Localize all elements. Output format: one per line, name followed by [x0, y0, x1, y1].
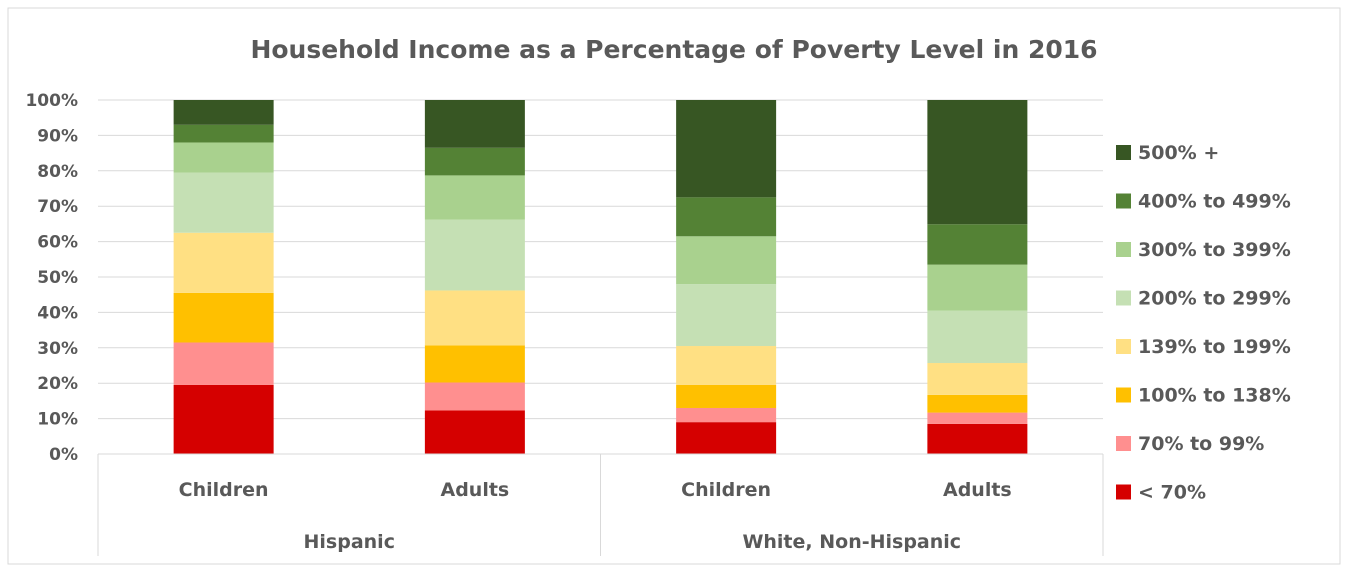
bar-segment [424, 219, 525, 291]
y-tick-label: 50% [37, 268, 78, 288]
bar-segment [424, 147, 525, 176]
bar-segment [676, 284, 777, 347]
bar-segment [927, 264, 1028, 311]
legend-label: 400% to 499% [1138, 191, 1291, 213]
y-tick-label: 10% [37, 410, 78, 430]
bar-segment [676, 422, 777, 454]
legend-swatch [1116, 290, 1131, 306]
chart-title: Household Income as a Percentage of Pove… [250, 35, 1097, 64]
bar-segment [424, 382, 525, 411]
bar-segment [927, 310, 1028, 364]
y-tick-label: 70% [37, 197, 78, 217]
y-tick-label: 60% [37, 233, 78, 253]
y-tick-label: 40% [37, 303, 78, 323]
x-category-label: Adults [943, 479, 1012, 501]
bar-segment [424, 100, 525, 148]
legend-swatch [1116, 387, 1131, 403]
y-tick-label: 80% [37, 162, 78, 182]
legend-swatch [1116, 242, 1131, 257]
x-axis: Children Adults Children Adults Hispanic Whit… [97, 453, 1104, 556]
legend-swatch [1116, 339, 1131, 354]
bar-segment [676, 197, 777, 237]
bar-segment [173, 100, 274, 125]
bar-segment [927, 394, 1028, 413]
legend-label: 70% to 99% [1138, 433, 1264, 455]
x-category-label: Children [681, 479, 771, 501]
bar-segment [424, 345, 525, 383]
bar-segment [424, 290, 525, 346]
y-tick-label: 20% [37, 374, 78, 394]
legend-swatch [1116, 193, 1131, 209]
legend-label: 139% to 199% [1138, 336, 1291, 358]
legend-label: 100% to 138% [1138, 385, 1291, 407]
legend-swatch [1116, 436, 1131, 451]
bar-segment [173, 292, 274, 343]
y-axis-ticks: 0% 10% 20% 30% 40% 50% 60% 70% 80% 90% 100% [25, 91, 78, 465]
bar-segment [676, 407, 777, 423]
bar-segment [424, 175, 525, 220]
bar-segment [676, 384, 777, 408]
bar-segment [173, 342, 274, 385]
bar-segment [424, 410, 525, 454]
bar-segment [173, 232, 274, 293]
bar-segment [927, 100, 1028, 225]
bar-segment [173, 384, 274, 454]
y-tick-label: 30% [37, 339, 78, 359]
x-category-label: Children [179, 479, 269, 501]
bar-segment [927, 423, 1028, 454]
bar-segment [927, 412, 1028, 424]
bar-segment [676, 100, 777, 198]
bar-segment [173, 124, 274, 143]
y-tick-label: 0% [49, 445, 78, 465]
legend-swatch [1116, 145, 1131, 160]
x-group-label: White, Non-Hispanic [742, 531, 961, 553]
legend-label: 200% to 299% [1138, 288, 1291, 310]
legend-label: < 70% [1138, 482, 1206, 504]
x-group-label: Hispanic [304, 531, 395, 553]
bar-segment [927, 363, 1028, 395]
bar-segment [927, 224, 1028, 265]
x-category-label: Adults [441, 479, 510, 501]
bar-segment [173, 172, 274, 233]
bars [173, 100, 1028, 454]
y-tick-label: 90% [37, 126, 78, 146]
bar-segment [676, 346, 777, 385]
bar-segment [676, 236, 777, 285]
legend: 500% + 400% to 499% 300% to 399% 200% to 29… [1116, 142, 1291, 504]
legend-swatch [1116, 484, 1131, 500]
bar-segment [173, 142, 274, 173]
y-tick-label: 100% [25, 91, 78, 111]
legend-label: 300% to 399% [1138, 239, 1291, 261]
legend-label: 500% + [1138, 142, 1219, 164]
